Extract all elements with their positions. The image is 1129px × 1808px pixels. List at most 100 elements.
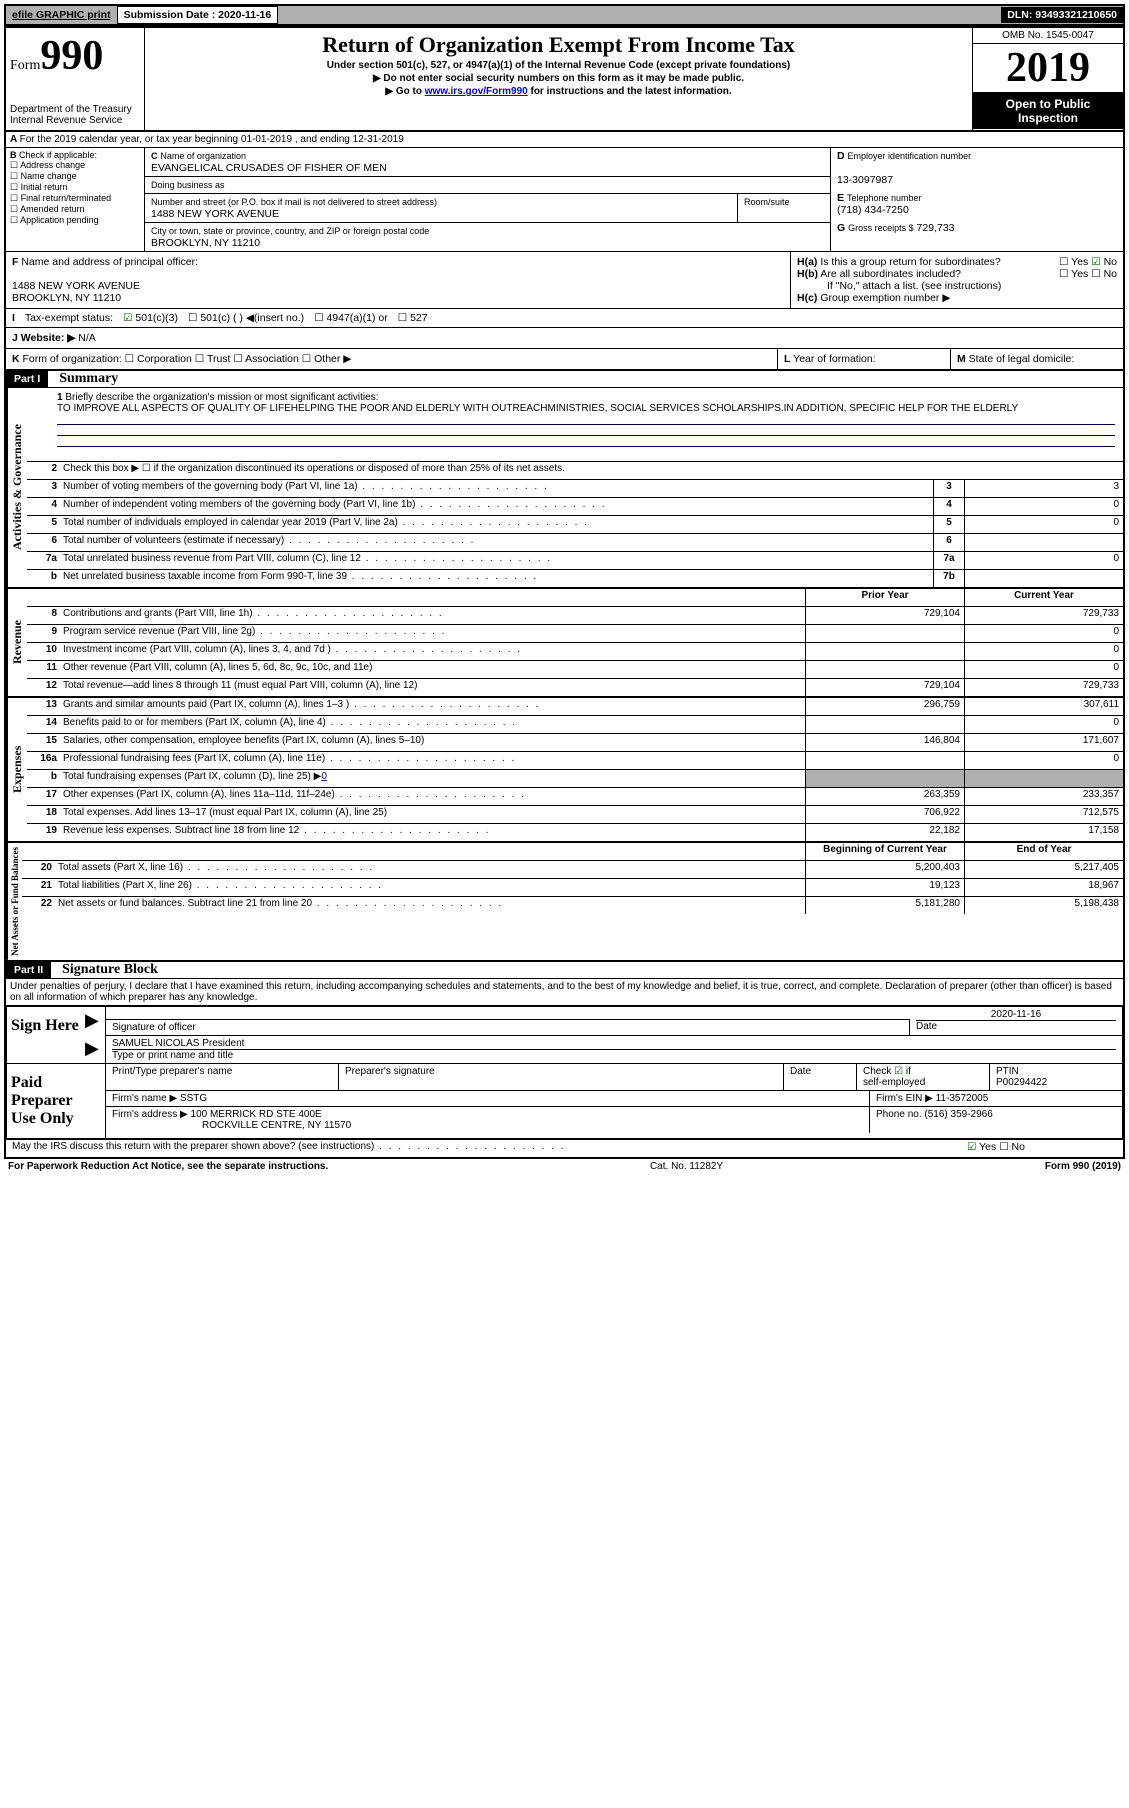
v4: 0: [964, 498, 1123, 515]
hc-label: Group exemption number ▶: [820, 292, 950, 304]
addr-label: Number and street (or P.O. box if mail i…: [151, 197, 437, 207]
firm-ein-label: Firm's EIN ▶: [876, 1093, 933, 1104]
l13: Grants and similar amounts paid (Part IX…: [61, 698, 805, 715]
chk-address-change[interactable]: Address change: [10, 160, 85, 170]
omb-number: OMB No. 1545-0047: [973, 28, 1123, 44]
prep-sig-label: Preparer's signature: [339, 1064, 784, 1090]
form-footer: Form 990 (2019): [1045, 1161, 1121, 1172]
status-label: Tax-exempt status:: [25, 312, 113, 324]
ptin-label: PTIN: [996, 1066, 1019, 1077]
subtitle-3: ▶ Go to www.irs.gov/Form990 for instruct…: [149, 86, 968, 97]
hb-yes[interactable]: Yes: [1059, 268, 1088, 280]
self-employed-check[interactable]: Check ☑ ifself-employed: [857, 1064, 990, 1090]
chk-4947[interactable]: 4947(a)(1) or: [314, 312, 388, 324]
chk-app-pending[interactable]: Application pending: [10, 215, 99, 225]
c16a: 0: [964, 752, 1123, 769]
efile-label[interactable]: efile GRAPHIC print: [6, 7, 117, 23]
firm-name: SSTG: [180, 1093, 207, 1104]
hb-note: If "No," attach a list. (see instruction…: [797, 280, 1117, 292]
c11: 0: [964, 661, 1123, 678]
sig-officer-label: Signature of officer: [112, 1022, 196, 1033]
instructions-link[interactable]: www.irs.gov/Form990: [425, 86, 528, 97]
chk-501c[interactable]: 501(c) ( ) ◀(insert no.): [188, 312, 304, 324]
top-bar: efile GRAPHIC print Submission Date : 20…: [4, 4, 1125, 26]
c10: 0: [964, 643, 1123, 660]
l14: Benefits paid to or for members (Part IX…: [61, 716, 805, 733]
v7b: [964, 570, 1123, 587]
p13: 296,759: [805, 698, 964, 715]
discuss-yes[interactable]: Yes: [967, 1141, 996, 1153]
l17: Other expenses (Part IX, column (A), lin…: [61, 788, 805, 805]
mission-text: TO IMPROVE ALL ASPECTS OF QUALITY OF LIF…: [57, 403, 1018, 414]
p12: 729,104: [805, 679, 964, 696]
l16b-link[interactable]: 0: [321, 771, 327, 782]
city-state-zip: BROOKLYN, NY 11210: [151, 237, 260, 249]
p22: 5,181,280: [805, 897, 964, 914]
chk-527[interactable]: 527: [398, 312, 428, 324]
chk-initial-return[interactable]: Initial return: [10, 182, 68, 192]
c18: 712,575: [964, 806, 1123, 823]
chk-corp[interactable]: Corporation: [125, 353, 192, 365]
c8: 729,733: [964, 607, 1123, 624]
p10: [805, 643, 964, 660]
dba-label: Doing business as: [151, 180, 225, 190]
p16b: [805, 770, 964, 787]
city-label: City or town, state or province, country…: [151, 226, 429, 236]
l20: Total assets (Part X, line 16): [56, 861, 805, 878]
p19: 22,182: [805, 824, 964, 841]
v7a: 0: [964, 552, 1123, 569]
phone-value: (718) 434-7250: [837, 204, 909, 216]
chk-trust[interactable]: Trust: [195, 353, 231, 365]
current-year-head: Current Year: [964, 589, 1123, 606]
firm-phone-label: Phone no.: [876, 1109, 922, 1120]
side-label-activities: Activities & Governance: [6, 388, 27, 587]
row-a-tax-year: A For the 2019 calendar year, or tax yea…: [6, 132, 1123, 148]
l6: Total number of volunteers (estimate if …: [61, 534, 933, 551]
l19: Revenue less expenses. Subtract line 18 …: [61, 824, 805, 841]
ha-yes[interactable]: Yes: [1059, 256, 1088, 268]
part-ii-title: Signature Block: [54, 962, 158, 977]
chk-other[interactable]: Other ▶: [302, 353, 352, 365]
l16a: Professional fundraising fees (Part IX, …: [61, 752, 805, 769]
section-b-checkboxes: B Check if applicable: Address change Na…: [6, 148, 145, 251]
paid-preparer-label: Paid Preparer Use Only: [7, 1064, 105, 1138]
sig-date-val: 2020-11-16: [916, 1009, 1116, 1020]
form-body: Form990 Department of the Treasury Inter…: [4, 26, 1125, 1159]
chk-amended-return[interactable]: Amended return: [10, 204, 85, 214]
street-address: 1488 NEW YORK AVENUE: [151, 208, 279, 220]
gross-receipts: 729,733: [917, 222, 955, 234]
side-label-revenue: Revenue: [6, 589, 27, 696]
p15: 146,804: [805, 734, 964, 751]
officer-label: Name and address of principal officer:: [21, 256, 198, 268]
website-label: Website: ▶: [21, 332, 76, 344]
chk-501c3[interactable]: 501(c)(3): [123, 312, 178, 324]
l5: Total number of individuals employed in …: [61, 516, 933, 533]
l11: Other revenue (Part VIII, column (A), li…: [61, 661, 805, 678]
c13: 307,611: [964, 698, 1123, 715]
l1-label: Briefly describe the organization's miss…: [65, 392, 378, 403]
tax-year: 2019: [973, 44, 1123, 93]
l16b: Total fundraising expenses (Part IX, col…: [61, 770, 805, 787]
subtitle-1: Under section 501(c), 527, or 4947(a)(1)…: [149, 60, 968, 71]
firm-ein: 11-3572005: [936, 1093, 989, 1104]
firm-addr-label: Firm's address ▶: [112, 1109, 188, 1120]
discuss-label: May the IRS discuss this return with the…: [6, 1140, 961, 1157]
c16b: [964, 770, 1123, 787]
chk-final-return[interactable]: Final return/terminated: [10, 193, 111, 203]
l22: Net assets or fund balances. Subtract li…: [56, 897, 805, 914]
name-label: Name of organization: [160, 151, 246, 161]
ha-no[interactable]: No: [1091, 256, 1117, 268]
p8: 729,104: [805, 607, 964, 624]
website-value: N/A: [78, 332, 96, 344]
chk-name-change[interactable]: Name change: [10, 171, 77, 181]
c17: 233,357: [964, 788, 1123, 805]
l18: Total expenses. Add lines 13–17 (must eq…: [61, 806, 805, 823]
room-label: Room/suite: [744, 197, 790, 207]
l4: Number of independent voting members of …: [61, 498, 933, 515]
p16a: [805, 752, 964, 769]
chk-assoc[interactable]: Association: [233, 353, 298, 365]
discuss-no[interactable]: No: [999, 1141, 1025, 1153]
hb-no[interactable]: No: [1091, 268, 1117, 280]
c22: 5,198,438: [964, 897, 1123, 914]
catalog-number: Cat. No. 11282Y: [650, 1161, 723, 1172]
